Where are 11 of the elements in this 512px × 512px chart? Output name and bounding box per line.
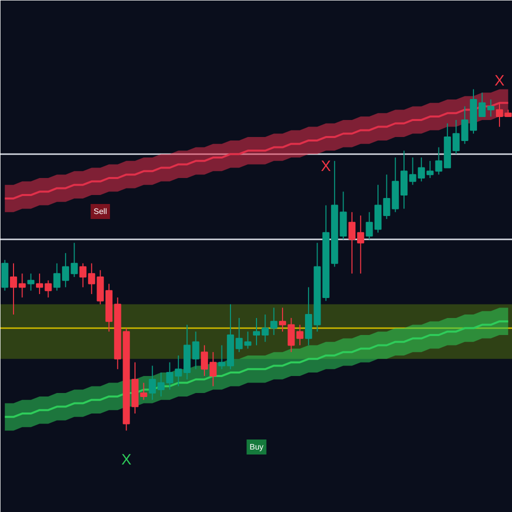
candlestick (1, 259, 8, 292)
annotation: X (320, 158, 331, 175)
annotation: Sell (94, 206, 108, 216)
candlestick (296, 324, 304, 346)
text: X (121, 452, 132, 469)
candlestick (244, 331, 252, 350)
candlestick (270, 307, 278, 336)
text: Buy (250, 442, 264, 452)
annotation: X (494, 72, 504, 90)
candlestick (27, 273, 34, 292)
candlestick (487, 98, 494, 118)
